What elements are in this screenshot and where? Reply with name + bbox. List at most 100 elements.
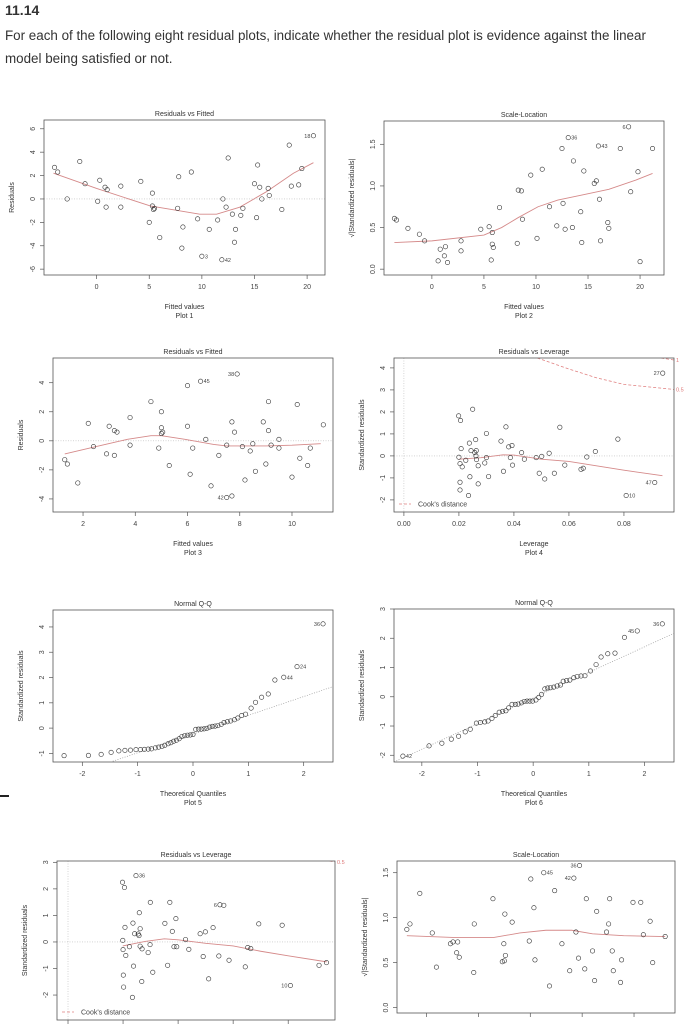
data-point — [265, 185, 271, 191]
cooks-level-label: 0.5 — [676, 387, 684, 393]
x-axis-label: Theoretical Quantiles — [160, 791, 227, 798]
data-point — [417, 890, 423, 896]
data-point — [486, 224, 492, 230]
data-point — [512, 701, 518, 707]
y-axis-label: Standardized residuals — [359, 649, 366, 721]
data-point — [429, 930, 435, 936]
x-axis-label: Fitted values — [173, 541, 213, 548]
data-point — [441, 253, 447, 259]
data-point — [539, 691, 545, 697]
data-point — [147, 899, 153, 905]
data-point — [580, 465, 586, 471]
data-point — [165, 962, 171, 968]
data-point — [61, 753, 67, 759]
data-point — [141, 746, 147, 752]
data-point — [617, 145, 623, 151]
data-point — [245, 945, 251, 951]
y-tick-label: 1.0 — [370, 181, 377, 191]
data-point — [650, 145, 656, 151]
data-point — [488, 257, 494, 263]
data-point — [605, 651, 611, 657]
y-tick-label: 3 — [43, 860, 50, 864]
x-tick-label: -2 — [79, 771, 85, 778]
data-point — [519, 216, 525, 222]
data-point — [190, 731, 196, 737]
data-point — [263, 461, 269, 467]
data-point — [489, 230, 495, 236]
y-tick-label: -4 — [39, 496, 46, 502]
labeled-data-point — [287, 982, 293, 988]
data-point — [506, 705, 512, 711]
data-point — [171, 738, 177, 744]
data-point — [528, 172, 534, 178]
data-point — [254, 215, 260, 221]
y-tick-label: 0.0 — [370, 264, 377, 274]
data-point — [197, 931, 203, 937]
data-point — [108, 749, 114, 755]
y-tick-label: 0 — [30, 197, 37, 201]
x-tick-label: 10 — [198, 284, 206, 291]
data-point — [120, 972, 126, 978]
data-point — [473, 453, 479, 459]
data-point — [286, 142, 292, 148]
plot-frame — [396, 860, 676, 1014]
data-point — [77, 159, 83, 165]
data-point — [559, 941, 565, 947]
labeled-data-point — [198, 378, 204, 384]
data-point — [554, 223, 560, 229]
data-point — [120, 879, 126, 885]
data-point — [459, 464, 465, 470]
data-point — [545, 685, 551, 691]
data-point — [148, 399, 154, 405]
data-point — [593, 178, 599, 184]
y-tick-label: -6 — [30, 266, 37, 272]
data-point — [662, 934, 668, 940]
plot-title: Residuals vs Leverage — [499, 349, 570, 356]
data-point — [193, 726, 199, 732]
data-point — [489, 241, 495, 247]
data-point — [539, 453, 545, 459]
data-point — [129, 994, 135, 1000]
data-point — [593, 662, 599, 668]
labeled-data-point — [659, 621, 665, 627]
data-point — [294, 401, 300, 407]
point-label: 42 — [565, 876, 571, 882]
data-point — [457, 479, 463, 485]
data-point — [64, 461, 70, 467]
data-point — [186, 946, 192, 952]
data-point — [635, 169, 641, 175]
data-point — [405, 225, 411, 231]
data-point — [114, 429, 120, 435]
data-point — [52, 164, 58, 170]
data-point — [524, 698, 530, 704]
data-point — [158, 425, 164, 431]
data-point — [251, 181, 257, 187]
data-point — [607, 896, 613, 902]
point-label: 36 — [570, 863, 576, 869]
data-point — [605, 220, 611, 226]
data-point — [133, 747, 139, 753]
data-point — [457, 461, 463, 467]
data-point — [166, 463, 172, 469]
x-tick-label: 6 — [186, 521, 190, 528]
plot-frame — [393, 357, 675, 513]
data-point — [120, 947, 126, 953]
labeled-data-point — [595, 143, 601, 149]
smoother-line — [122, 938, 327, 963]
data-point — [156, 744, 162, 750]
data-point — [503, 708, 509, 714]
y-tick-label: 0 — [39, 439, 46, 443]
data-point — [474, 457, 480, 463]
plot-8: 45 42 36 0.0 0.5 1.0 1.5 Scale-Location √|Standa… — [361, 852, 676, 1017]
data-point — [547, 685, 553, 691]
y-axis-label: √|Standardized residuals| — [361, 897, 369, 976]
y-axis-label: Residuals — [9, 182, 16, 213]
data-point — [534, 235, 540, 241]
data-point — [483, 455, 489, 461]
y-tick-label: 2 — [30, 174, 37, 178]
data-point — [210, 925, 216, 931]
data-point — [147, 942, 153, 948]
plot-area — [61, 621, 333, 762]
x-axis-label: Theoretical Quantiles — [501, 791, 568, 798]
data-point — [521, 698, 527, 704]
